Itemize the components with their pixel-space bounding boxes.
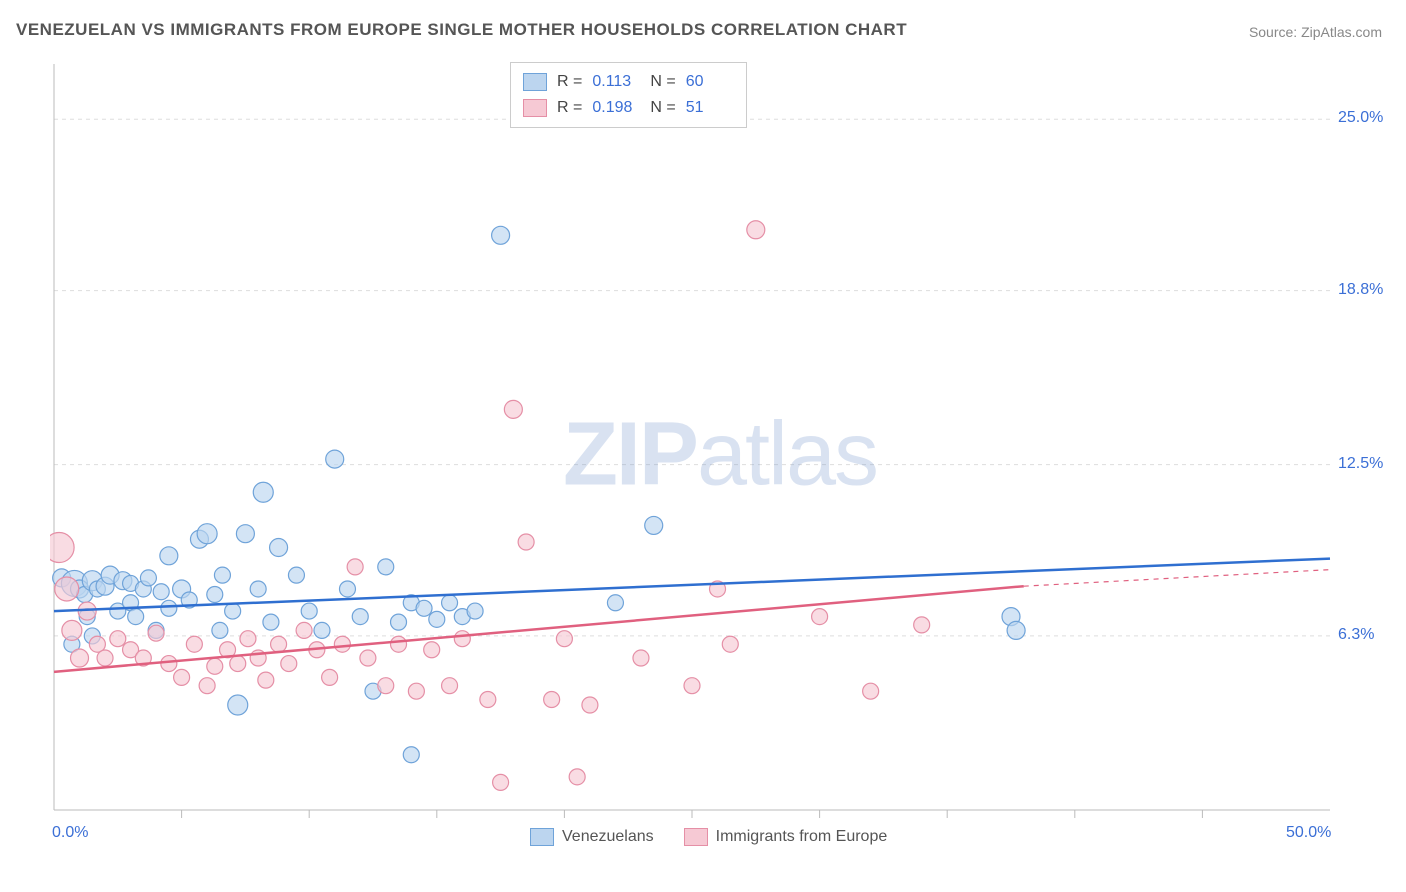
stat-label: N =: [650, 69, 675, 95]
legend-swatch: [684, 828, 708, 846]
stat-value: 51: [686, 95, 734, 121]
chart-plot-area: ZIPatlas R =0.113N =60R =0.198N =51 Vene…: [50, 60, 1390, 850]
stat-label: N =: [650, 95, 675, 121]
legend-label: Venezuelans: [562, 828, 654, 846]
y-tick-label: 6.3%: [1338, 626, 1374, 644]
series-legend: Venezuelans Immigrants from Europe: [530, 828, 887, 846]
stats-row: R = 0.198 N = 51: [523, 95, 734, 121]
stat-value: 60: [686, 69, 734, 95]
legend-item: Venezuelans: [530, 828, 654, 846]
stat-label: R =: [557, 69, 582, 95]
legend-item: Immigrants from Europe: [684, 828, 888, 846]
correlation-stats-box: R = 0.113 N = 60 R = 0.198 N = 51: [510, 62, 747, 128]
source-citation: Source: ZipAtlas.com: [1249, 24, 1382, 40]
y-tick-label: 25.0%: [1338, 109, 1383, 127]
legend-swatch: [530, 828, 554, 846]
x-tick-label: 50.0%: [1286, 824, 1331, 842]
y-tick-label: 12.5%: [1338, 455, 1383, 473]
y-tick-label: 18.8%: [1338, 281, 1383, 299]
source-value: ZipAtlas.com: [1301, 24, 1382, 40]
scatter-chart: [50, 60, 1390, 850]
stat-label: R =: [557, 95, 582, 121]
series-swatch: [523, 99, 547, 117]
x-tick-label: 0.0%: [52, 824, 88, 842]
legend-label: Immigrants from Europe: [716, 828, 888, 846]
chart-title: VENEZUELAN VS IMMIGRANTS FROM EUROPE SIN…: [16, 20, 907, 40]
stat-value: 0.113: [592, 69, 640, 95]
source-label: Source:: [1249, 24, 1301, 40]
series-swatch: [523, 73, 547, 91]
stats-row: R = 0.113 N = 60: [523, 69, 734, 95]
stat-value: 0.198: [592, 95, 640, 121]
